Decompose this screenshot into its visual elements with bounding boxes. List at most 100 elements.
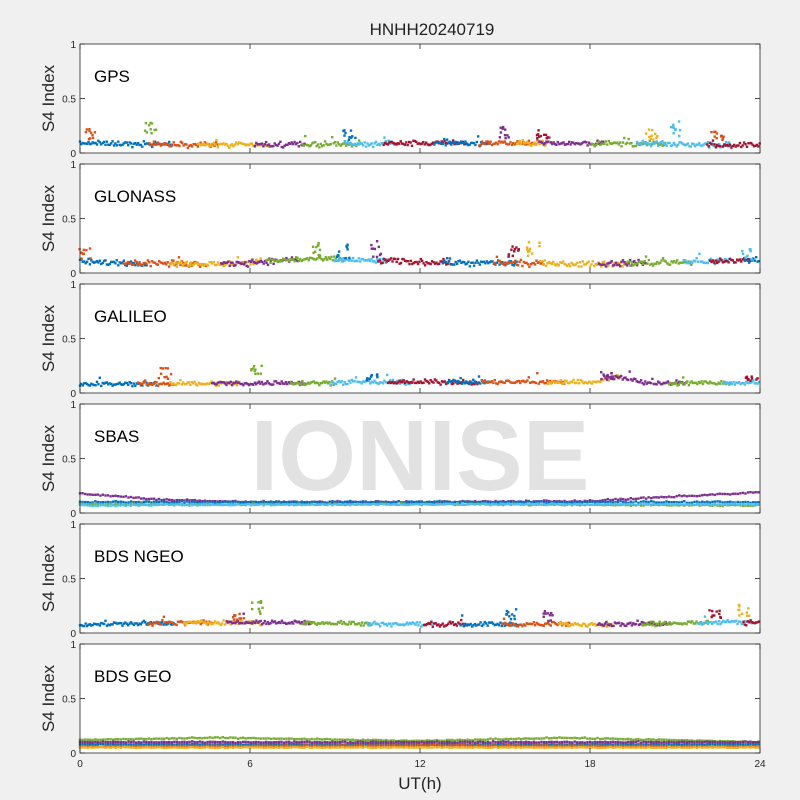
data-point [257, 740, 260, 744]
data-point [527, 742, 530, 746]
data-point [721, 504, 724, 508]
data-point [384, 738, 388, 742]
data-point [203, 500, 207, 503]
data-point [757, 491, 760, 494]
data-point [112, 738, 115, 741]
data-point [313, 381, 317, 385]
data-point [686, 620, 690, 623]
data-point [471, 740, 474, 743]
data-point [469, 381, 472, 384]
data-point [131, 385, 134, 388]
y-tick-label: 0.5 [62, 95, 76, 106]
data-point [703, 615, 707, 618]
data-point [430, 380, 434, 383]
data-point [256, 381, 259, 384]
data-point [295, 259, 298, 262]
data-point [747, 378, 750, 381]
data-point [160, 261, 164, 265]
data-point [461, 622, 464, 625]
data-point [484, 500, 487, 503]
data-point [224, 745, 227, 748]
data-point [405, 260, 408, 263]
data-point [353, 379, 356, 383]
data-point [470, 383, 473, 386]
data-point [374, 381, 378, 384]
data-point [495, 261, 498, 264]
data-point [573, 142, 576, 146]
data-point [180, 500, 184, 503]
data-point [666, 380, 670, 383]
data-point [383, 379, 386, 382]
data-points [78, 240, 761, 269]
data-point [192, 382, 195, 385]
data-point [701, 144, 704, 147]
data-point [647, 496, 650, 499]
data-point [558, 741, 561, 744]
data-point [189, 620, 193, 623]
data-point [448, 740, 451, 744]
data-point [750, 620, 754, 624]
data-point [588, 500, 592, 503]
data-point [276, 381, 279, 385]
data-point [672, 141, 675, 145]
data-point [380, 621, 383, 625]
data-point [354, 738, 357, 742]
data-point [303, 740, 306, 743]
data-point [513, 248, 516, 251]
data-point [193, 742, 196, 746]
data-point [713, 503, 717, 506]
data-point [302, 144, 305, 147]
data-point [99, 501, 102, 504]
data-point [259, 500, 263, 503]
data-point [338, 741, 342, 744]
data-point [81, 740, 84, 744]
data-point [254, 744, 258, 747]
data-point [530, 500, 533, 504]
data-point [273, 142, 276, 145]
data-point [420, 744, 423, 747]
data-point [196, 142, 200, 145]
data-point [443, 380, 446, 383]
data-point [445, 263, 448, 266]
data-point [216, 146, 220, 149]
data-point [317, 242, 320, 245]
data-point [624, 263, 627, 266]
data-point [680, 261, 683, 264]
data-point [548, 501, 551, 504]
data-point [698, 252, 701, 256]
data-point [589, 381, 592, 384]
data-point [170, 501, 173, 504]
data-point [599, 740, 602, 744]
data-point [259, 744, 263, 748]
data-point [466, 503, 469, 506]
data-point [543, 382, 546, 385]
data-point [751, 143, 754, 146]
data-point [267, 145, 271, 148]
data-point [370, 623, 373, 626]
data-point [161, 382, 164, 386]
data-point [487, 621, 491, 624]
data-point [317, 253, 320, 257]
data-point [537, 129, 540, 132]
data-point [415, 739, 418, 742]
data-point [431, 625, 434, 628]
data-point [102, 140, 106, 144]
data-point [514, 608, 518, 611]
data-point [458, 622, 461, 626]
data-point [354, 503, 357, 506]
data-point [499, 131, 503, 134]
data-point [741, 504, 745, 508]
data-point [608, 376, 612, 379]
data-point [124, 738, 128, 741]
data-point [340, 380, 344, 383]
data-point [346, 142, 349, 146]
data-point [101, 738, 105, 741]
data-point [145, 381, 148, 385]
data-point [169, 621, 173, 624]
data-point [328, 743, 332, 746]
data-point [634, 377, 637, 381]
data-point [718, 609, 721, 612]
data-point [729, 740, 732, 744]
data-point [585, 381, 588, 384]
data-point [263, 259, 267, 263]
